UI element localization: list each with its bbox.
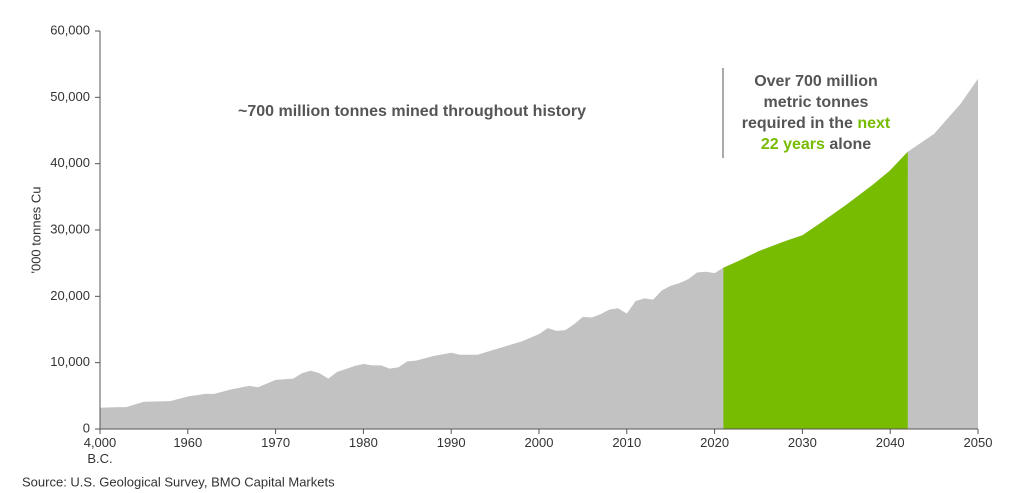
x-tick-label: 2020: [700, 435, 730, 450]
highlight-area: [723, 151, 908, 429]
x-tick-label: 2030: [787, 435, 817, 450]
y-tick-label: 20,000: [50, 288, 90, 303]
source: Source: U.S. Geological Survey, BMO Capi…: [22, 474, 335, 489]
callout: Over 700 million metric tonnes required in…: [742, 73, 891, 153]
plot-area: [100, 78, 978, 429]
x-tick-label: 2040: [875, 435, 905, 450]
x-tick-label: 2010: [612, 435, 642, 450]
callout-text: required in the: [742, 115, 858, 132]
callout-text: Over 700 million: [754, 73, 878, 90]
y-tick-label: 60,000: [50, 22, 90, 37]
callout-text: alone: [825, 136, 871, 153]
x-tick-label: 1970: [261, 435, 291, 450]
y-tick-label: 30,000: [50, 221, 90, 236]
callout-text: metric tonnes: [764, 94, 869, 111]
callout-text: 22 years: [761, 136, 825, 153]
y-tick-label: 0: [83, 420, 90, 435]
y-tick-label: 40,000: [50, 155, 90, 170]
y-tick-label: 50,000: [50, 89, 90, 104]
annotation: ~700 million tonnes mined throughout his…: [238, 103, 586, 120]
x-tick-label: 2050: [963, 435, 993, 450]
y-axis-label: '000 tonnes Cu: [28, 186, 43, 273]
x-tick-label: 2000: [524, 435, 554, 450]
callout-text: next: [857, 115, 891, 132]
x-tick-label: 1960: [173, 435, 203, 450]
x-tick-label: 4,000 B.C.: [83, 435, 117, 466]
y-tick-label: 10,000: [50, 354, 90, 369]
x-tick-label: 1980: [348, 435, 378, 450]
x-tick-label: 1990: [436, 435, 466, 450]
